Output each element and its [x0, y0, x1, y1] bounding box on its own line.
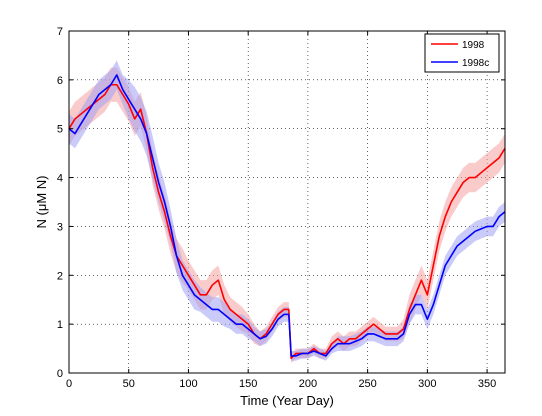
uncertainty-bands [69, 60, 505, 364]
y-tick-label: 5 [57, 124, 63, 136]
y-tick-label: 2 [57, 270, 63, 282]
y-tick-label: 1 [57, 319, 63, 331]
series-lines [68, 74, 506, 360]
y-tick-label: 3 [57, 221, 63, 233]
series-line-1998 [68, 83, 506, 360]
x-tick-label: 300 [418, 378, 436, 390]
legend-box [424, 33, 500, 73]
x-tick-label: 50 [123, 378, 135, 390]
band-1998c [69, 60, 505, 361]
plot-frame [68, 30, 506, 374]
y-tick-label: 7 [57, 26, 63, 38]
y-tick-label: 6 [57, 75, 63, 87]
x-axis-label: Time (Year Day) [240, 393, 334, 408]
y-axis-label: N (μM N) [34, 176, 49, 229]
x-tick-label: 150 [239, 378, 257, 390]
axis-ticks: 0 50 100 150 200 250 300 350 0 1 2 3 4 5 6 7 [57, 26, 505, 390]
legend: 1998 1998c [424, 33, 500, 73]
x-tick-label: 350 [478, 378, 496, 390]
band-1998 [69, 67, 505, 364]
legend-label-1998: 1998 [462, 40, 485, 51]
x-tick-label: 0 [66, 378, 72, 390]
y-tick-label: 0 [57, 368, 63, 380]
series-line-1998c [68, 74, 506, 357]
x-tick-label: 250 [358, 378, 376, 390]
x-tick-label: 200 [299, 378, 317, 390]
legend-label-1998c: 1998c [462, 58, 489, 69]
y-tick-label: 4 [57, 173, 63, 185]
x-tick-label: 100 [179, 378, 197, 390]
